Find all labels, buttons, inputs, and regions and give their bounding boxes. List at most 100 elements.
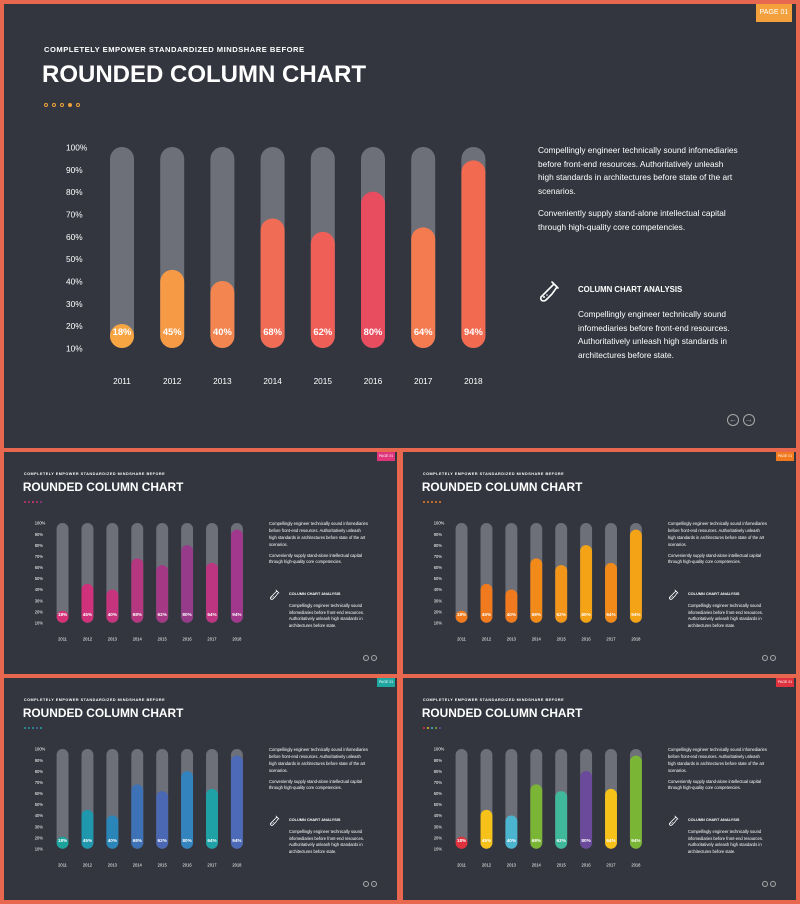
bar-2012 bbox=[480, 583, 493, 623]
bar-value-label: 94% bbox=[631, 612, 641, 617]
bar-value-label: 18% bbox=[457, 612, 467, 617]
y-tick-label: 70% bbox=[66, 210, 83, 220]
bar-value-label: 45% bbox=[163, 326, 182, 337]
y-tick-label: 30% bbox=[434, 824, 443, 829]
x-category-label: 2016 bbox=[582, 863, 592, 868]
analysis-text: Compellingly engineer technically sound … bbox=[687, 602, 763, 628]
x-category-label: 2013 bbox=[213, 376, 232, 386]
prev-slide-button[interactable]: ← bbox=[761, 655, 768, 662]
decor-dot bbox=[23, 727, 26, 730]
bar-value-label: 68% bbox=[133, 838, 143, 843]
next-slide-button[interactable]: → bbox=[370, 655, 377, 662]
description-paragraph-1: Compellingly engineer technically sound … bbox=[667, 521, 767, 547]
bar-2018 bbox=[230, 755, 243, 849]
bar-2018 bbox=[461, 160, 486, 348]
bar-2018 bbox=[230, 529, 243, 623]
description-paragraph-2: Conveniently supply stand-alone intellec… bbox=[268, 552, 362, 565]
column-chart: 10% 20% 30% 40% 50% 60% 70% 80% 90% 100% 18% 2011 45… bbox=[35, 521, 243, 642]
y-tick-label: 100% bbox=[434, 521, 445, 526]
decor-dot bbox=[35, 727, 38, 730]
description-paragraph-1: Compellingly engineer technically sound … bbox=[268, 521, 368, 547]
next-slide-button[interactable]: → bbox=[370, 881, 377, 888]
y-tick-label: 60% bbox=[434, 791, 443, 796]
slide-teal: PAGE 01 COMPLETELY EMPOWER STANDARDIZED M… bbox=[4, 678, 397, 900]
prev-slide-button[interactable]: ← bbox=[362, 655, 369, 662]
decor-dot bbox=[430, 727, 433, 730]
flask-icon bbox=[668, 815, 679, 826]
analysis-title: COLUMN CHART ANALYSIS bbox=[687, 817, 740, 823]
bar-value-label: 45% bbox=[83, 838, 93, 843]
x-category-label: 2017 bbox=[606, 863, 616, 868]
bar-track bbox=[455, 522, 468, 623]
x-category-label: 2013 bbox=[108, 863, 118, 868]
bar-2017 bbox=[605, 562, 617, 623]
description-paragraph-1: Compellingly engineer technically sound … bbox=[268, 747, 368, 773]
decor-dot bbox=[422, 501, 425, 504]
y-tick-label: 80% bbox=[434, 543, 443, 548]
bar-2014 bbox=[530, 558, 543, 623]
x-category-label: 2011 bbox=[457, 863, 467, 868]
decor-dot bbox=[438, 501, 441, 504]
decorative-dots bbox=[422, 727, 441, 730]
x-category-label: 2014 bbox=[532, 637, 542, 642]
slide-navigation: ← → bbox=[362, 881, 377, 888]
x-category-label: 2012 bbox=[482, 863, 492, 868]
x-category-label: 2018 bbox=[232, 863, 242, 868]
bar-2015 bbox=[310, 231, 335, 348]
bar-track bbox=[110, 147, 134, 348]
decor-dot bbox=[430, 501, 433, 504]
x-category-label: 2012 bbox=[83, 637, 93, 642]
slide-navigation: ← → bbox=[761, 655, 776, 662]
analysis-text: Compellingly engineer technically sound … bbox=[288, 602, 364, 628]
decor-dot bbox=[434, 727, 437, 730]
decor-dot bbox=[31, 501, 34, 504]
bar-value-label: 64% bbox=[606, 838, 616, 843]
slide-title: ROUNDED COLUMN CHART bbox=[421, 480, 583, 495]
y-tick-label: 40% bbox=[66, 277, 83, 287]
bar-2011 bbox=[56, 610, 69, 623]
y-tick-label: 100% bbox=[66, 143, 88, 153]
decor-dot bbox=[438, 727, 441, 730]
bar-2014 bbox=[260, 218, 285, 348]
bar-track bbox=[56, 748, 69, 849]
slide-subtitle: COMPLETELY EMPOWER STANDARDIZED MINDSHAR… bbox=[44, 45, 305, 54]
slide-subtitle: COMPLETELY EMPOWER STANDARDIZED MINDSHAR… bbox=[23, 472, 166, 477]
bar-value-label: 45% bbox=[83, 612, 93, 617]
x-category-label: 2017 bbox=[207, 637, 217, 642]
y-tick-label: 10% bbox=[434, 620, 443, 625]
page-tag: PAGE 01 bbox=[776, 678, 795, 687]
prev-slide-button[interactable]: ← bbox=[362, 881, 369, 888]
x-category-label: 2016 bbox=[364, 376, 383, 386]
analysis-title: COLUMN CHART ANALYSIS bbox=[288, 591, 341, 597]
bar-2012 bbox=[81, 809, 94, 849]
slide-multi: PAGE 01 COMPLETELY EMPOWER STANDARDIZED M… bbox=[403, 678, 796, 900]
prev-slide-button[interactable]: ← bbox=[727, 414, 739, 426]
x-category-label: 2016 bbox=[183, 863, 193, 868]
prev-slide-button[interactable]: ← bbox=[761, 881, 768, 888]
bar-value-label: 45% bbox=[482, 612, 492, 617]
slide-navigation: ← → bbox=[727, 414, 755, 426]
next-slide-button[interactable]: → bbox=[769, 655, 776, 662]
slide-title: ROUNDED COLUMN CHART bbox=[42, 61, 366, 88]
slide-navigation: ← → bbox=[362, 655, 377, 662]
y-tick-label: 80% bbox=[66, 187, 83, 197]
x-category-label: 2017 bbox=[207, 863, 217, 868]
bar-2016 bbox=[361, 191, 385, 348]
slide-title: ROUNDED COLUMN CHART bbox=[421, 706, 583, 721]
next-slide-button[interactable]: → bbox=[769, 881, 776, 888]
y-tick-label: 60% bbox=[434, 565, 443, 570]
bar-value-label: 62% bbox=[557, 612, 567, 617]
decor-dot bbox=[39, 727, 42, 730]
x-category-label: 2017 bbox=[606, 637, 616, 642]
bar-value-label: 94% bbox=[232, 612, 242, 617]
description-paragraph-1: Compellingly engineer technically sound … bbox=[667, 747, 767, 773]
next-slide-button[interactable]: → bbox=[743, 414, 755, 426]
bar-2013 bbox=[210, 281, 235, 348]
y-tick-label: 40% bbox=[434, 813, 443, 818]
bar-value-label: 80% bbox=[581, 612, 591, 617]
y-tick-label: 40% bbox=[434, 587, 443, 592]
bar-2015 bbox=[555, 791, 568, 849]
bar-2017 bbox=[411, 227, 436, 348]
bar-value-label: 40% bbox=[108, 612, 118, 617]
bar-2013 bbox=[106, 815, 119, 849]
